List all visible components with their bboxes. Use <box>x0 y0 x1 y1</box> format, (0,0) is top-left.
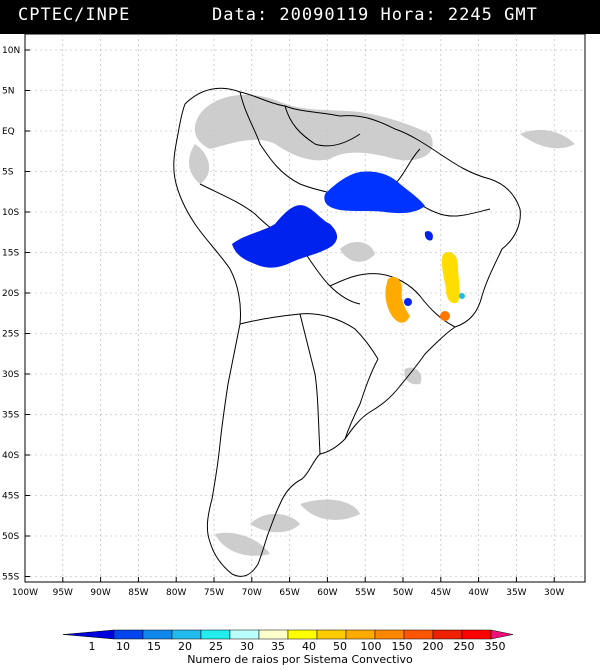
legend-swatch <box>345 629 376 640</box>
legend-swatch <box>200 629 231 640</box>
legend-swatch <box>374 629 405 640</box>
lon-label: 45W <box>431 588 451 598</box>
lon-label: 30W <box>544 588 564 598</box>
longitude-labels: 100W 95W 90W 85W 80W 75W 70W 65W 60W 55W 50W 45W 40W… <box>12 588 565 598</box>
legend-value: 250 <box>454 640 475 652</box>
lat-label: 10N <box>2 46 20 56</box>
lon-label: 40W <box>468 588 488 598</box>
legend-value: 100 <box>361 640 382 652</box>
lat-label: 40S <box>2 451 19 461</box>
lat-label: 15S <box>2 249 19 259</box>
legend-swatch <box>432 629 463 640</box>
legend-value: 15 <box>147 640 161 652</box>
lat-label: EQ <box>2 127 15 137</box>
legend-value: 10 <box>116 640 130 652</box>
legend-value: 20 <box>178 640 192 652</box>
system-cyan-dot <box>459 293 465 299</box>
legend-title: Numero de raios por Sistema Convectivo <box>187 653 413 666</box>
legend-swatch <box>316 629 347 640</box>
lat-label: 45S <box>2 492 19 502</box>
lightning-map: 10N5NEQ5S10S15S20S25S30S35S40S45S50S55S … <box>2 34 586 598</box>
legend-value: 150 <box>392 640 413 652</box>
system-orange-parana <box>385 277 410 323</box>
lat-label: 35S <box>2 411 19 421</box>
legend-swatch <box>142 629 173 640</box>
legend-swatch <box>113 629 144 640</box>
legend-swatch <box>258 629 289 640</box>
legend-swatch <box>403 629 434 640</box>
legend-value: 30 <box>240 640 254 652</box>
lon-label: 60W <box>317 588 337 598</box>
system-blue-dot <box>404 298 412 306</box>
lon-label: 35W <box>506 588 526 598</box>
lat-label: 5S <box>2 168 14 178</box>
legend-swatch <box>171 629 202 640</box>
lat-label: 20S <box>2 289 19 299</box>
title-bar: CPTEC/INPE Data: 20090119 Hora: 2245 GMT <box>0 0 600 34</box>
legend-value: 25 <box>209 640 223 652</box>
lat-label: 55S <box>2 573 19 583</box>
legend-swatch <box>229 629 260 640</box>
legend-swatch <box>461 629 492 640</box>
legend-value: 50 <box>333 640 347 652</box>
lon-label: 55W <box>355 588 375 598</box>
lon-label: 100W <box>12 588 38 598</box>
lat-label: 50S <box>2 532 19 542</box>
legend-tick-labels: 1 10 15 20 25 30 35 40 50 100 150 200 250 350 <box>89 640 506 652</box>
color-legend: 1 10 15 20 25 30 35 40 50 100 150 200 250 350 <box>62 629 514 652</box>
system-blue-small <box>424 231 433 241</box>
system-orange-dot <box>440 311 450 321</box>
legend-value: 350 <box>485 640 506 652</box>
lon-label: 90W <box>90 588 110 598</box>
lon-label: 50W <box>393 588 413 598</box>
lon-label: 75W <box>204 588 224 598</box>
lon-label: 70W <box>242 588 262 598</box>
lon-label: 95W <box>53 588 73 598</box>
legend-swatch <box>490 629 514 640</box>
cloud-cover <box>188 94 575 556</box>
legend-value: 40 <box>302 640 316 652</box>
lon-label: 65W <box>279 588 299 598</box>
legend-value: 1 <box>89 640 96 652</box>
lon-label: 85W <box>128 588 148 598</box>
lon-label: 80W <box>166 588 186 598</box>
lat-label: 10S <box>2 208 19 218</box>
datetime-label: Data: 20090119 Hora: 2245 GMT <box>212 5 538 25</box>
legend-bar <box>62 629 514 640</box>
lat-label: 5N <box>2 87 14 97</box>
lightning-systems <box>232 171 465 323</box>
lat-label: 30S <box>2 370 19 380</box>
legend-value: 35 <box>271 640 285 652</box>
legend-swatch <box>287 629 318 640</box>
system-blue-central <box>232 205 338 268</box>
source-label: CPTEC/INPE <box>18 5 131 25</box>
system-blue-north <box>324 171 425 214</box>
lat-label: 25S <box>2 330 19 340</box>
legend-swatch <box>62 629 115 640</box>
system-yellow-minas <box>441 252 460 304</box>
legend-value: 200 <box>423 640 444 652</box>
latitude-labels: 10N 5N EQ 5S 10S 15S 20S 25S 30S 35S 40S 45S 50S 55S <box>2 46 20 583</box>
